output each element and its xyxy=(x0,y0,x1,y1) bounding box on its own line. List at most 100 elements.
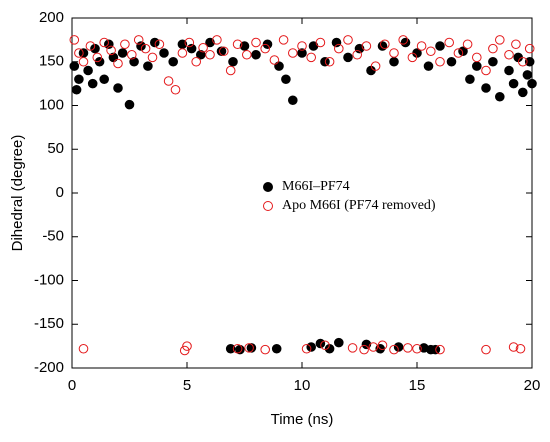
point xyxy=(198,42,208,53)
x-tick-label: 5 xyxy=(183,377,191,394)
legend-label: Apo M66I (PF74 removed) xyxy=(282,198,436,213)
point xyxy=(78,343,89,354)
point xyxy=(444,37,455,48)
point xyxy=(74,48,84,58)
point xyxy=(377,41,388,51)
point xyxy=(133,35,144,45)
x-tick-label: 10 xyxy=(294,377,311,394)
point xyxy=(472,61,482,71)
point xyxy=(143,61,153,71)
y-tick-label: 50 xyxy=(47,140,64,157)
point xyxy=(435,41,445,51)
point xyxy=(106,45,116,56)
point xyxy=(99,37,109,48)
legend-marker xyxy=(263,182,273,192)
y-tick-label: 100 xyxy=(39,96,64,113)
point xyxy=(288,48,298,58)
point xyxy=(297,48,307,58)
point xyxy=(377,340,388,351)
point xyxy=(343,52,353,63)
point xyxy=(508,342,519,352)
point xyxy=(347,343,358,353)
point xyxy=(196,49,206,60)
point xyxy=(78,56,89,67)
point xyxy=(508,78,519,89)
point xyxy=(179,345,190,356)
point xyxy=(435,344,445,355)
point xyxy=(225,343,236,354)
point xyxy=(260,344,271,355)
point xyxy=(407,52,418,63)
point xyxy=(495,35,505,45)
point xyxy=(393,342,404,352)
point xyxy=(99,74,109,85)
point xyxy=(281,74,291,85)
point xyxy=(301,343,312,354)
point xyxy=(370,61,381,71)
point xyxy=(515,343,526,354)
point xyxy=(159,48,169,58)
point xyxy=(129,56,139,67)
point xyxy=(352,49,363,60)
x-tick-label: 0 xyxy=(68,377,76,394)
point xyxy=(94,56,105,67)
point xyxy=(334,43,344,54)
point xyxy=(74,74,84,85)
point xyxy=(488,43,498,54)
point xyxy=(380,39,390,50)
y-tick-label: 200 xyxy=(39,9,64,26)
point xyxy=(343,35,353,45)
y-axis-label: Dihedral (degree) xyxy=(9,135,26,252)
point xyxy=(205,49,215,60)
point xyxy=(522,70,533,80)
point xyxy=(361,41,372,51)
point xyxy=(288,95,298,106)
point xyxy=(246,343,257,353)
point xyxy=(426,46,436,57)
point xyxy=(416,41,427,51)
point xyxy=(120,39,130,50)
legend-label: M66I–PF74 xyxy=(282,179,350,194)
point xyxy=(170,84,181,95)
x-tick-label: 15 xyxy=(409,377,426,394)
point xyxy=(389,56,399,67)
point xyxy=(527,78,537,89)
point xyxy=(472,52,482,63)
point xyxy=(278,35,289,45)
point xyxy=(184,37,195,48)
point xyxy=(147,52,158,63)
point xyxy=(113,83,123,93)
point xyxy=(446,56,457,67)
point xyxy=(260,43,271,54)
point xyxy=(398,35,409,45)
point xyxy=(251,37,261,48)
point xyxy=(168,56,178,67)
point xyxy=(127,49,137,60)
point xyxy=(324,56,335,67)
point xyxy=(69,35,80,45)
point xyxy=(389,48,399,58)
point xyxy=(518,87,528,98)
point xyxy=(465,74,475,85)
point xyxy=(495,91,505,102)
legend-marker xyxy=(263,201,273,211)
point xyxy=(524,43,535,54)
point xyxy=(219,46,229,57)
point xyxy=(297,41,307,51)
point xyxy=(113,58,123,69)
point xyxy=(412,343,422,354)
point xyxy=(403,343,413,353)
point xyxy=(524,56,535,67)
point xyxy=(435,56,445,67)
point xyxy=(271,343,282,354)
y-tick-label: -100 xyxy=(34,271,64,288)
point xyxy=(320,340,330,351)
point xyxy=(400,37,411,48)
point xyxy=(315,37,326,48)
point xyxy=(481,65,491,76)
x-tick-label: 20 xyxy=(524,377,541,394)
point xyxy=(225,65,236,76)
point xyxy=(274,61,284,71)
point xyxy=(182,341,192,351)
